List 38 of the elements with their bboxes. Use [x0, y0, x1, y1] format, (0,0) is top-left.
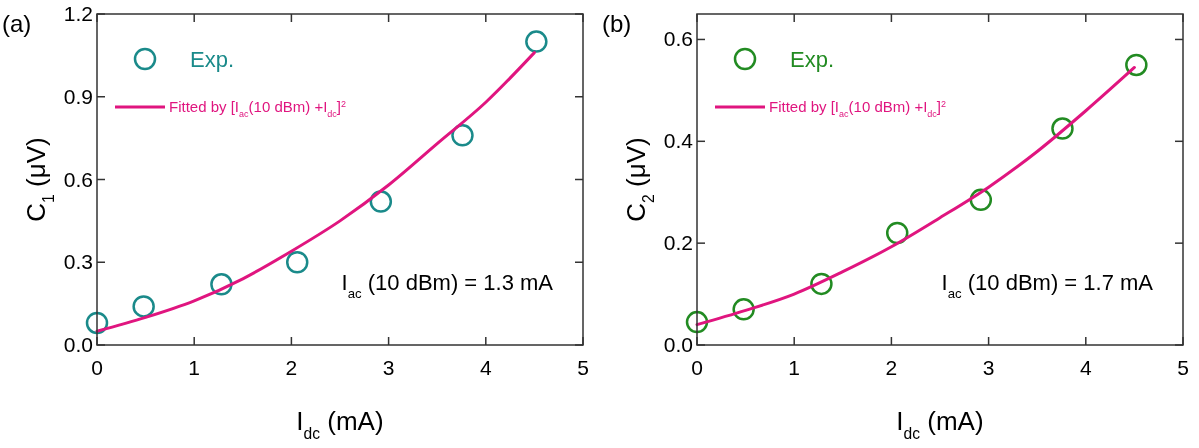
x-tick-label: 1 [188, 356, 201, 379]
x-tick-label: 3 [382, 356, 395, 379]
chart-title: (a) [2, 10, 32, 37]
legend-label: Exp. [790, 47, 835, 72]
x-tick-label: 4 [1079, 356, 1092, 379]
x-tick-label: 0 [91, 356, 103, 379]
y-tick-label: 0.6 [63, 167, 93, 191]
y-tick-label: 0.9 [63, 84, 93, 108]
y-tick-label: 0.2 [663, 231, 693, 255]
annotation: I$_{ac}$ (10 dBm) = 1.3 mA [341, 270, 554, 301]
point [285, 251, 309, 274]
y-tick-label: 0.0 [63, 333, 93, 356]
x-tick-label: 0 [691, 356, 703, 379]
point [132, 295, 155, 318]
y-tick-label: 0.3 [63, 250, 93, 274]
x-axis-title: I$_{dc}$ (mA) [296, 406, 384, 442]
x-tick-label: 1 [788, 356, 801, 379]
x-tick-label: 2 [885, 356, 898, 379]
x-tick-label: 3 [982, 356, 995, 379]
point [525, 30, 548, 53]
point [685, 310, 709, 334]
x-tick-label: 2 [285, 356, 298, 379]
chart-title: (b) [602, 10, 632, 37]
point [810, 272, 833, 296]
x-tick-label: 5 [577, 356, 589, 379]
y-tick-label: 0.4 [663, 129, 694, 153]
y-tick-label: 1.2 [63, 2, 93, 25]
x-tick-label: 5 [1177, 356, 1189, 379]
x-tick-label: 4 [479, 356, 492, 379]
legend-label: Fitted by [I$_{ac}$(10 dBm) +I$_{dc}$]$^{2}$ [169, 98, 347, 119]
legend-label: Fitted by [I$_{ac}$(10 dBm) +I$_{dc}$]$^{2}$ [769, 98, 947, 119]
y-tick-label: 0.6 [663, 27, 693, 51]
annotation: I$_{ac}$ (10 dBm) = 1.7 mA [941, 270, 1154, 301]
x-axis-title: I$_{dc}$ (mA) [896, 406, 984, 442]
point [1125, 53, 1148, 77]
point [1051, 117, 1074, 140]
legend-label: Exp. [190, 47, 235, 72]
y-tick-label: 0.0 [663, 333, 693, 356]
